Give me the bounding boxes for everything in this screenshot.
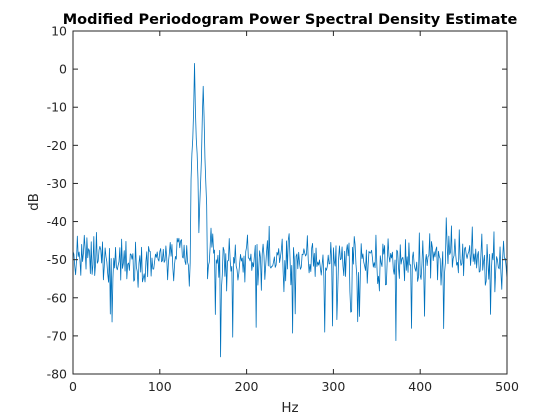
psd-series-line bbox=[72, 62, 508, 358]
axes-frame bbox=[72, 30, 508, 375]
x-tick-label: 300 bbox=[321, 379, 345, 394]
x-tick-label: 0 bbox=[69, 379, 77, 394]
x-axis-label: Hz bbox=[281, 400, 298, 416]
x-tick-label: 200 bbox=[235, 379, 259, 394]
y-tick-label: -80 bbox=[47, 367, 67, 382]
y-tick-label: 10 bbox=[51, 24, 67, 39]
y-tick-label: -40 bbox=[47, 214, 67, 229]
x-tick-label: 400 bbox=[408, 379, 432, 394]
y-tick-label: -70 bbox=[47, 328, 67, 343]
y-axis-ticks: 10 0 -10 -20 -30 -40 -50 -60 -70 -80 bbox=[47, 24, 507, 382]
y-tick-label: -30 bbox=[47, 176, 67, 191]
y-tick-label: -60 bbox=[47, 290, 67, 305]
x-tick-label: 100 bbox=[148, 379, 172, 394]
y-tick-label: -50 bbox=[47, 252, 67, 267]
y-tick-label: 0 bbox=[59, 62, 67, 77]
x-tick-label: 500 bbox=[495, 379, 519, 394]
x-axis-ticks: 0 100 200 300 400 500 bbox=[69, 31, 519, 394]
y-axis-label: dB bbox=[26, 193, 42, 211]
y-tick-label: -10 bbox=[47, 100, 67, 115]
chart-title: Modified Periodogram Power Spectral Dens… bbox=[63, 12, 518, 28]
plot-area bbox=[72, 30, 508, 375]
y-tick-label: -20 bbox=[47, 138, 67, 153]
